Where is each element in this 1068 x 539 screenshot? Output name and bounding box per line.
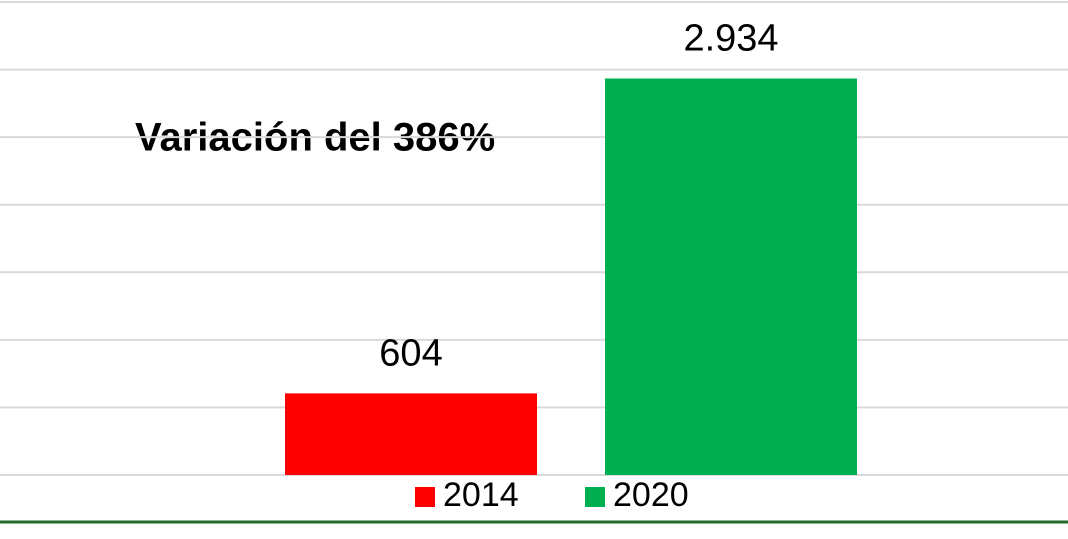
data-label: 2.934 <box>683 18 778 60</box>
bar <box>605 78 857 476</box>
legend-label: 2020 <box>613 476 689 514</box>
legend-label: 2014 <box>443 476 519 514</box>
legend-swatch <box>415 487 435 507</box>
bar <box>285 393 537 475</box>
data-label: 604 <box>379 332 442 374</box>
legend-swatch <box>585 487 605 507</box>
